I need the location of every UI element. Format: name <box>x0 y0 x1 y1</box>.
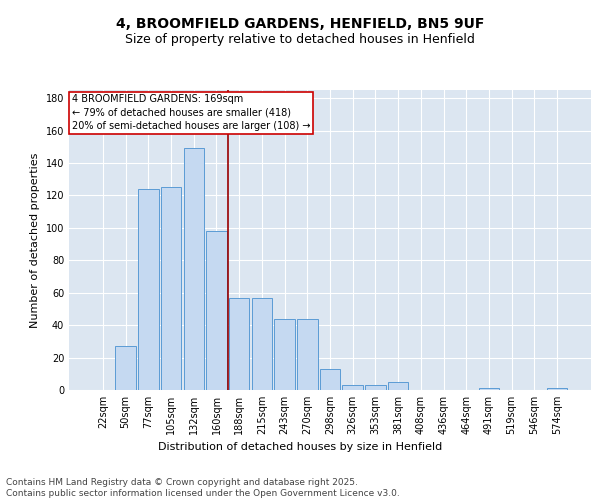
Bar <box>229 298 250 390</box>
Bar <box>388 382 409 390</box>
Text: Size of property relative to detached houses in Henfield: Size of property relative to detached ho… <box>125 32 475 46</box>
Text: 4, BROOMFIELD GARDENS, HENFIELD, BN5 9UF: 4, BROOMFIELD GARDENS, HENFIELD, BN5 9UF <box>116 18 484 32</box>
Bar <box>138 189 158 390</box>
Text: Distribution of detached houses by size in Henfield: Distribution of detached houses by size … <box>158 442 442 452</box>
Bar <box>343 385 363 390</box>
Bar <box>547 388 567 390</box>
Bar <box>251 298 272 390</box>
Bar <box>115 346 136 390</box>
Text: Contains HM Land Registry data © Crown copyright and database right 2025.
Contai: Contains HM Land Registry data © Crown c… <box>6 478 400 498</box>
Bar <box>297 318 317 390</box>
Bar <box>274 318 295 390</box>
Bar <box>184 148 204 390</box>
Text: 4 BROOMFIELD GARDENS: 169sqm
← 79% of detached houses are smaller (418)
20% of s: 4 BROOMFIELD GARDENS: 169sqm ← 79% of de… <box>71 94 310 131</box>
Bar <box>365 385 386 390</box>
Bar <box>161 188 181 390</box>
Y-axis label: Number of detached properties: Number of detached properties <box>30 152 40 328</box>
Bar <box>320 369 340 390</box>
Bar <box>206 231 227 390</box>
Bar <box>479 388 499 390</box>
